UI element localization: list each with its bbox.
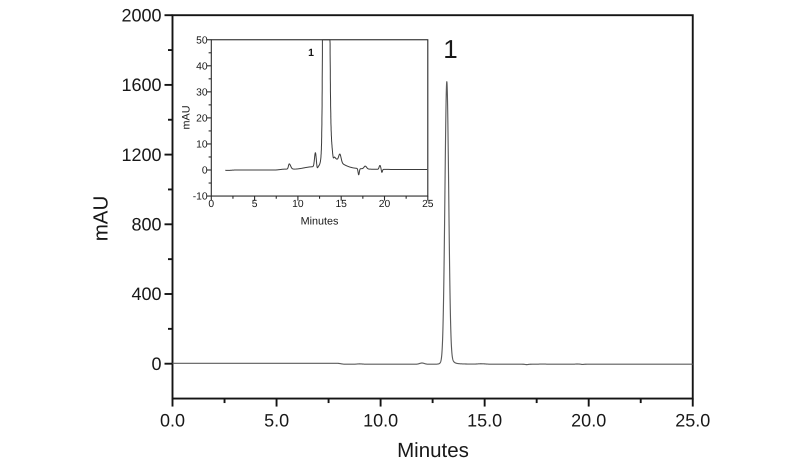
svg-text:mAU: mAU: [90, 196, 113, 242]
svg-text:25: 25: [422, 199, 434, 210]
svg-text:0: 0: [202, 166, 208, 177]
svg-text:10.0: 10.0: [363, 411, 398, 431]
svg-text:10: 10: [196, 140, 208, 151]
svg-text:0: 0: [208, 199, 214, 210]
svg-text:1: 1: [308, 47, 314, 59]
svg-text:Minutes: Minutes: [301, 216, 339, 228]
svg-text:800: 800: [131, 215, 161, 235]
svg-text:5.0: 5.0: [264, 411, 289, 431]
svg-text:25.0: 25.0: [675, 411, 710, 431]
svg-text:10: 10: [292, 199, 304, 210]
svg-text:1: 1: [443, 34, 457, 64]
svg-text:40: 40: [196, 61, 208, 72]
svg-text:20: 20: [196, 114, 208, 125]
svg-text:400: 400: [131, 284, 161, 304]
svg-text:5: 5: [252, 199, 258, 210]
svg-text:50: 50: [196, 35, 208, 46]
svg-text:-10: -10: [193, 192, 208, 203]
svg-text:1200: 1200: [121, 145, 161, 165]
svg-text:1600: 1600: [121, 75, 161, 95]
svg-text:0: 0: [151, 354, 161, 374]
svg-text:30: 30: [196, 87, 208, 98]
svg-text:2000: 2000: [121, 5, 161, 25]
svg-text:mAU: mAU: [181, 106, 193, 130]
svg-text:15: 15: [335, 199, 347, 210]
svg-text:Minutes: Minutes: [397, 439, 469, 462]
svg-text:15.0: 15.0: [467, 411, 502, 431]
svg-text:20: 20: [379, 199, 391, 210]
svg-text:20.0: 20.0: [571, 411, 606, 431]
svg-text:0.0: 0.0: [160, 411, 185, 431]
